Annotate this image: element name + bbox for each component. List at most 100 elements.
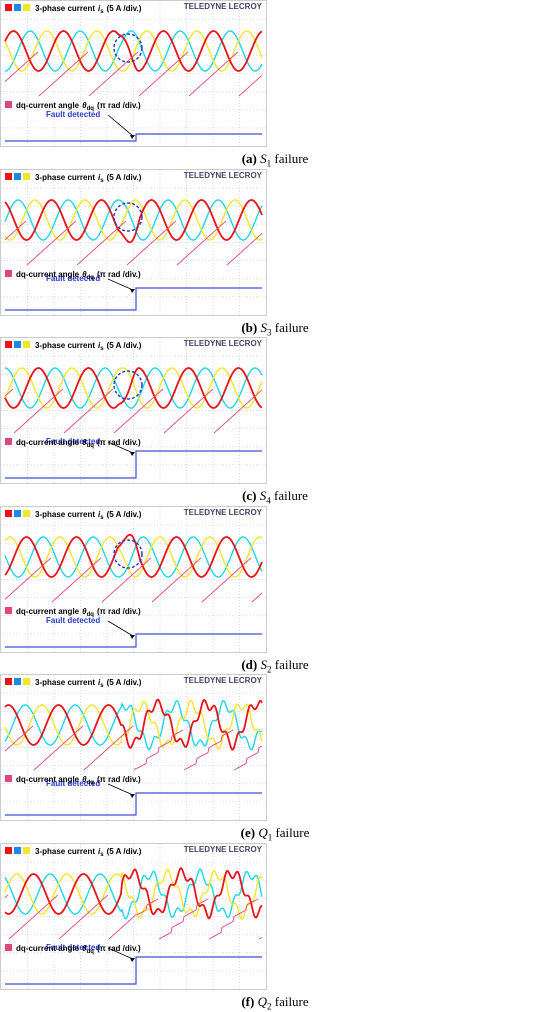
fault-arrow (107, 114, 134, 137)
legend-symbol: θ (82, 438, 87, 447)
legend-swatch (14, 4, 21, 11)
legend-text: 3-phase current (35, 510, 95, 519)
legend-text: 3-phase current (35, 341, 95, 350)
legend-swatch (5, 101, 12, 108)
caption: (c) S4 failure (0, 488, 550, 506)
legend-text: 3-phase current (35, 847, 95, 856)
caption-letter: (a) (241, 151, 257, 166)
panel: Fault detected 3-phase current is (5 A /div… (0, 505, 550, 675)
legend-text: dq-current angle (16, 607, 80, 616)
legend-swatch (5, 678, 12, 686)
legend-sub: dq (87, 949, 95, 955)
caption-letter: (f) (241, 993, 255, 1009)
panel: Fault detected 3-phase current is (5 A /div… (0, 842, 550, 1012)
phase-current (4, 868, 263, 920)
caption-letter: (c) (242, 488, 257, 504)
fault-arrow (107, 441, 134, 454)
legend-text: dq-current angle (16, 270, 80, 279)
phase-current (4, 198, 263, 243)
legend-scale: (π rad /div.) (97, 270, 141, 279)
fault-signal (5, 286, 262, 311)
legend-sub: s (100, 515, 104, 521)
legend-symbol: i (98, 173, 101, 182)
caption-switch: Q (258, 825, 268, 841)
legend-swatch (14, 341, 21, 349)
legend-angle: dq-current angle θdq (π rad /div.) (16, 944, 141, 955)
legend-sub: s (100, 9, 104, 15)
phase-current (4, 367, 263, 410)
legend-swatch (5, 341, 12, 349)
fault-signal (5, 450, 262, 479)
fault-label: Fault detected (46, 274, 100, 283)
legend-scale: (5 A /div.) (107, 173, 142, 182)
caption-suffix: failure (274, 319, 309, 335)
legend-text: dq-current angle (16, 438, 80, 447)
legend-text: 3-phase current (35, 678, 95, 687)
legend-swatch (23, 846, 30, 854)
phase-current (4, 699, 263, 751)
caption-suffix: failure (274, 151, 309, 166)
legend-sub: s (100, 852, 104, 858)
logo: TELEDYNE LECROY (184, 845, 263, 854)
legend-swatch (23, 341, 30, 349)
legend-scale: (5 A /div.) (107, 847, 142, 856)
phase-current (4, 198, 263, 241)
legend-sub: dq (87, 106, 95, 112)
caption-sub: 1 (267, 832, 273, 843)
dq-angle (4, 51, 263, 97)
legend-angle: dq-current angle θdq (π rad /div.) (16, 101, 141, 112)
legend-swatch (14, 172, 21, 180)
fault-arrow (107, 620, 134, 637)
legend-sub: dq (87, 443, 95, 449)
legend-swatch (14, 846, 21, 854)
legend-sub: s (100, 346, 104, 352)
phase-current (4, 30, 263, 72)
caption: (f) Q2 failure (0, 994, 550, 1012)
legend-current: 3-phase current is (5 A /div.) (35, 678, 142, 689)
legend-sub: dq (87, 275, 95, 281)
legend-swatch (5, 509, 12, 517)
legend-current: 3-phase current is (5 A /div.) (35, 173, 142, 184)
legend-current: 3-phase current is (5 A /div.) (35, 4, 142, 15)
legend-symbol: i (98, 4, 101, 13)
fault-highlight (113, 33, 143, 63)
logo: TELEDYNE LECROY (184, 171, 263, 180)
legend-swatch (5, 846, 12, 854)
legend-swatch (5, 4, 12, 11)
fault-arrow (107, 784, 134, 796)
legend-text: dq-current angle (16, 775, 80, 784)
dq-angle (4, 388, 263, 434)
caption: (a) S1 failure (0, 151, 550, 169)
legend-scale: (π rad /div.) (97, 775, 141, 784)
caption-suffix: failure (274, 993, 309, 1009)
arrow-head (130, 794, 135, 799)
legend-scale: (5 A /div.) (107, 4, 142, 13)
arrow-head (130, 957, 135, 962)
arrow-head (130, 452, 135, 457)
legend-text: dq-current angle (16, 101, 80, 110)
legend-swatch (5, 172, 12, 180)
legend-sub: dq (87, 780, 95, 786)
caption-sub: 2 (266, 664, 272, 675)
caption-switch: S (260, 151, 267, 166)
logo: TELEDYNE LECROY (184, 2, 263, 11)
caption-letter: (b) (241, 319, 258, 335)
caption-sub: 2 (266, 1001, 272, 1012)
legend-swatch (23, 678, 30, 686)
fault-arrow (107, 278, 134, 290)
legend-scale: (π rad /div.) (97, 607, 141, 616)
legend-current: 3-phase current is (5 A /div.) (35, 341, 142, 352)
legend-swatch (14, 678, 21, 686)
caption-letter: (e) (240, 825, 256, 841)
legend-swatch (5, 269, 12, 277)
oscilloscope: Fault detected 3-phase current is (5 A /div… (0, 168, 267, 316)
legend-scale: (π rad /div.) (97, 944, 141, 953)
caption-switch: S (260, 319, 267, 335)
caption-sub: 4 (266, 495, 271, 506)
legend-scale: (π rad /div.) (97, 438, 141, 447)
